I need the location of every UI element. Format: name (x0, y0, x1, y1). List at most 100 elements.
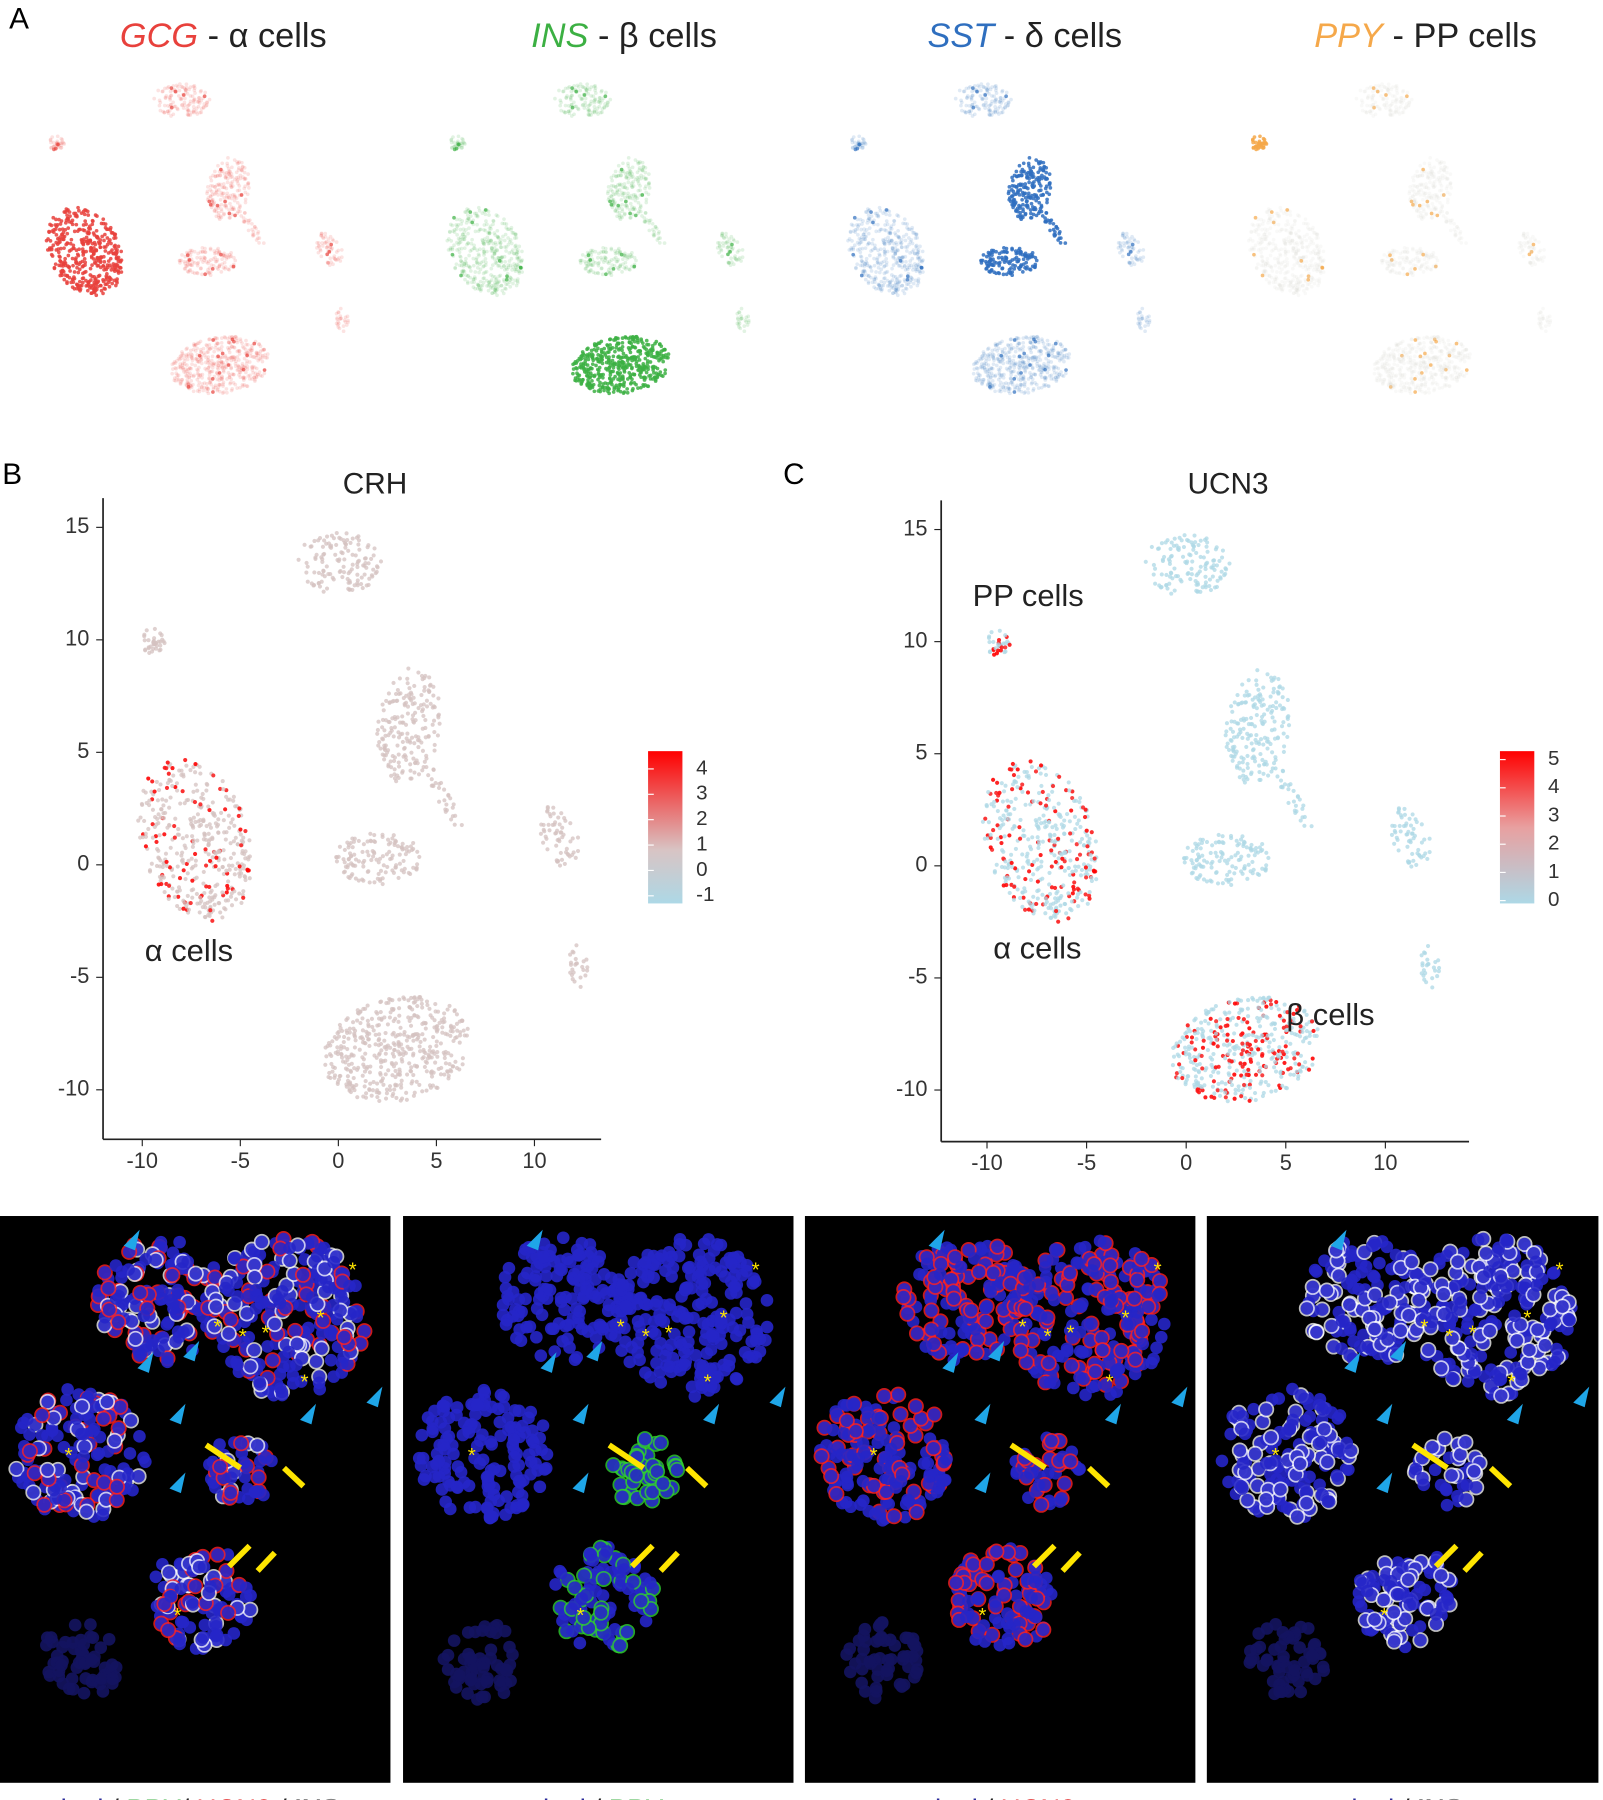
cell-point (475, 222, 479, 227)
cell-point (94, 276, 98, 281)
cell-point (487, 280, 491, 285)
cell-point (593, 97, 598, 102)
cell-point (962, 89, 967, 94)
cell-point (1003, 346, 1007, 351)
cell-point (1012, 390, 1017, 394)
cell-point (982, 365, 987, 370)
cell-point (218, 182, 223, 187)
cell-point (609, 188, 613, 192)
cell-point (236, 175, 241, 180)
cell-point (630, 185, 635, 190)
cell-point (105, 236, 110, 240)
cell-point (597, 96, 602, 100)
cell-point (609, 247, 614, 252)
cell-point (601, 250, 606, 254)
cell-point (1389, 87, 1394, 92)
cell-point (332, 254, 337, 258)
cell-point (203, 250, 207, 254)
cell-point (862, 269, 867, 273)
cell-point (471, 263, 476, 268)
gene-title: INS - β cells (531, 17, 717, 55)
cell-point (316, 243, 321, 248)
cell-point (216, 341, 220, 346)
cell-point (241, 175, 245, 179)
cell-point (157, 103, 162, 108)
cell-point (213, 385, 218, 390)
cell-point (214, 188, 219, 193)
cell-point (514, 243, 518, 248)
cell-point (190, 248, 194, 253)
cell-point (1053, 230, 1057, 234)
cell-point (728, 263, 733, 267)
cell-point (623, 355, 628, 360)
cell-point (180, 363, 185, 367)
cell-point (594, 363, 598, 368)
cell-point (54, 217, 58, 222)
cell-point (1116, 246, 1121, 250)
cell-point (981, 350, 986, 354)
cell-point (212, 251, 217, 256)
cell-point (1009, 337, 1013, 342)
cell-point (187, 258, 192, 263)
cell-point (192, 271, 197, 276)
cell-point (1027, 180, 1031, 185)
cell-point (222, 185, 227, 190)
cell-point (190, 94, 195, 99)
cell-point (231, 345, 236, 349)
cell-point (345, 314, 350, 319)
cell-point (207, 373, 212, 377)
cell-point (998, 380, 1003, 385)
cell-point (217, 249, 221, 254)
cell-point (190, 358, 195, 363)
cell-point (732, 238, 736, 243)
cell-point (224, 204, 228, 208)
cell-point (251, 364, 255, 369)
cell-point (191, 374, 196, 379)
cell-point (209, 358, 214, 363)
cell-point (237, 365, 242, 370)
cell-point (183, 370, 188, 375)
cell-point (230, 344, 234, 349)
cell-point (1265, 256, 1270, 261)
gene-title: SST - δ cells (927, 17, 1122, 55)
cell-point (974, 359, 978, 364)
cell-point (590, 263, 594, 268)
cell-point (1250, 222, 1255, 227)
cell-point (187, 375, 191, 379)
cell-point (224, 205, 229, 210)
cell-point (1048, 186, 1053, 190)
cell-point (890, 245, 895, 250)
cell-point (616, 360, 621, 364)
cell-point (186, 259, 190, 264)
cell-point (220, 351, 225, 356)
cell-point (62, 246, 66, 250)
cell-point (182, 259, 187, 264)
cell-point (219, 252, 223, 257)
cell-point (646, 352, 651, 357)
cell-point (218, 173, 223, 178)
cell-point (71, 277, 75, 282)
cell-point (186, 103, 191, 107)
cell-point (464, 263, 469, 268)
cell-point (486, 283, 491, 288)
cell-point (1059, 236, 1063, 240)
cell-point (58, 146, 63, 150)
cell-point (205, 189, 210, 194)
cell-point (600, 110, 604, 115)
cell-point (504, 287, 508, 291)
cell-point (975, 104, 979, 109)
cell-point (1045, 338, 1050, 343)
cell-point (80, 238, 84, 243)
cell-point (66, 226, 71, 230)
cell-point (208, 347, 212, 351)
cell-point (188, 248, 193, 253)
cell-point (163, 95, 168, 100)
cell-point (184, 373, 188, 378)
cell-point (999, 387, 1003, 391)
cell-point (232, 339, 236, 344)
cell-point (1135, 257, 1139, 262)
cell-point (1305, 249, 1310, 253)
cell-point (1011, 263, 1015, 267)
cell-point (237, 370, 242, 374)
cell-point (76, 270, 81, 275)
